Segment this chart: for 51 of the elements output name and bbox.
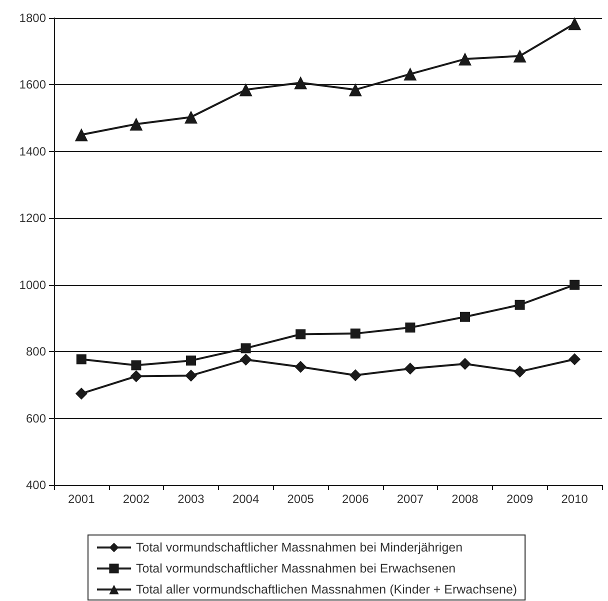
point [184,110,198,124]
point [186,356,196,366]
point [296,329,306,340]
point [570,280,580,290]
point [514,366,526,378]
point [185,370,197,382]
point [130,370,142,382]
point [514,300,525,310]
point [130,118,143,131]
y-tick-label: 1600 [19,78,46,92]
point [405,322,416,333]
point [349,369,362,382]
y-tick-label: 1000 [19,278,46,292]
point [404,68,417,81]
point [240,354,252,366]
point [350,328,360,339]
legend-label: Total vormundschaftlicher Massnahmen bei Minderjährigen [136,540,463,554]
point [74,128,88,142]
y-tick-label: 600 [26,411,46,426]
point [348,83,362,96]
x-tick-label: 2004 [232,492,260,506]
point [294,76,308,90]
legend-label: Total aller vormundschaftlichen Massnahmen (Kinder + Erwachsene) [136,582,518,596]
x-tick-label: 2010 [561,492,588,506]
x-tick-label: 2005 [287,492,314,506]
y-tick-label: 1200 [19,211,46,226]
point [75,388,88,400]
point [239,83,252,96]
x-tick-label: 2002 [122,492,150,506]
point [76,354,86,364]
point [568,17,582,30]
x-tick-label: 2006 [342,492,370,506]
point [513,50,526,63]
y-tick-label: 800 [26,344,46,359]
x-tick-label: 2008 [452,492,479,506]
point [459,358,471,370]
x-tick-label: 2003 [178,492,205,506]
point [240,343,251,354]
point [404,362,416,375]
point [131,360,142,370]
point [294,360,307,373]
x-tick-label: 2001 [68,492,96,506]
legend-label: Total vormundschaftlicher Massnahmen bei Erwachsenen [136,562,456,576]
x-tick-label: 2009 [506,492,534,506]
point [458,52,472,66]
y-tick-label: 1400 [19,144,46,158]
y-tick-label: 400 [26,478,46,492]
y-tick-label: 1800 [19,11,46,25]
point [568,353,581,366]
x-tick-label: 2007 [396,492,424,506]
point [460,312,470,322]
